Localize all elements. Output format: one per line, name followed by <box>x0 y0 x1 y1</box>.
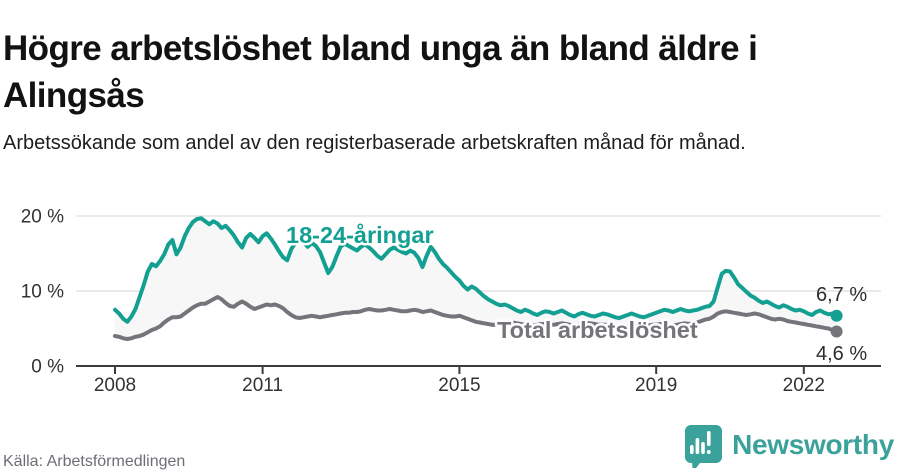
between-series-area <box>115 218 837 339</box>
series-label-total: Total arbetslöshet <box>497 317 698 343</box>
series-label-young: 18-24-åringar <box>286 222 434 248</box>
end-dot-total <box>830 325 843 338</box>
y-tick-label-0: 0 % <box>31 357 64 378</box>
x-tick-label-2008: 2008 <box>94 375 136 396</box>
x-tick-label-2022: 2022 <box>783 375 825 396</box>
y-tick-label-10: 10 % <box>21 282 64 303</box>
page-title: Högre arbetslöshet bland unga än bland ä… <box>3 29 758 116</box>
series-line-young <box>113 216 839 324</box>
chart-subtitle: Arbetssökande som andel av den registerb… <box>3 132 746 154</box>
x-tick-label-2019: 2019 <box>635 375 677 396</box>
newsworthy-brand[interactable]: Newsworthy <box>682 421 894 468</box>
x-tick-label-2011: 2011 <box>242 375 283 396</box>
end-value-label-young: 6,7 % <box>816 284 867 306</box>
newsworthy-logo-icon <box>685 425 723 468</box>
end-value-label-total: 4,6 % <box>816 343 867 365</box>
newsworthy-brand-name: Newsworthy <box>732 428 894 460</box>
series-line-total <box>113 295 839 341</box>
end-dot-young <box>830 309 843 322</box>
x-tick-label-2015: 2015 <box>438 375 480 396</box>
y-tick-label-20: 20 % <box>21 207 64 228</box>
source-credit: Källa: Arbetsförmedlingen <box>3 453 186 470</box>
